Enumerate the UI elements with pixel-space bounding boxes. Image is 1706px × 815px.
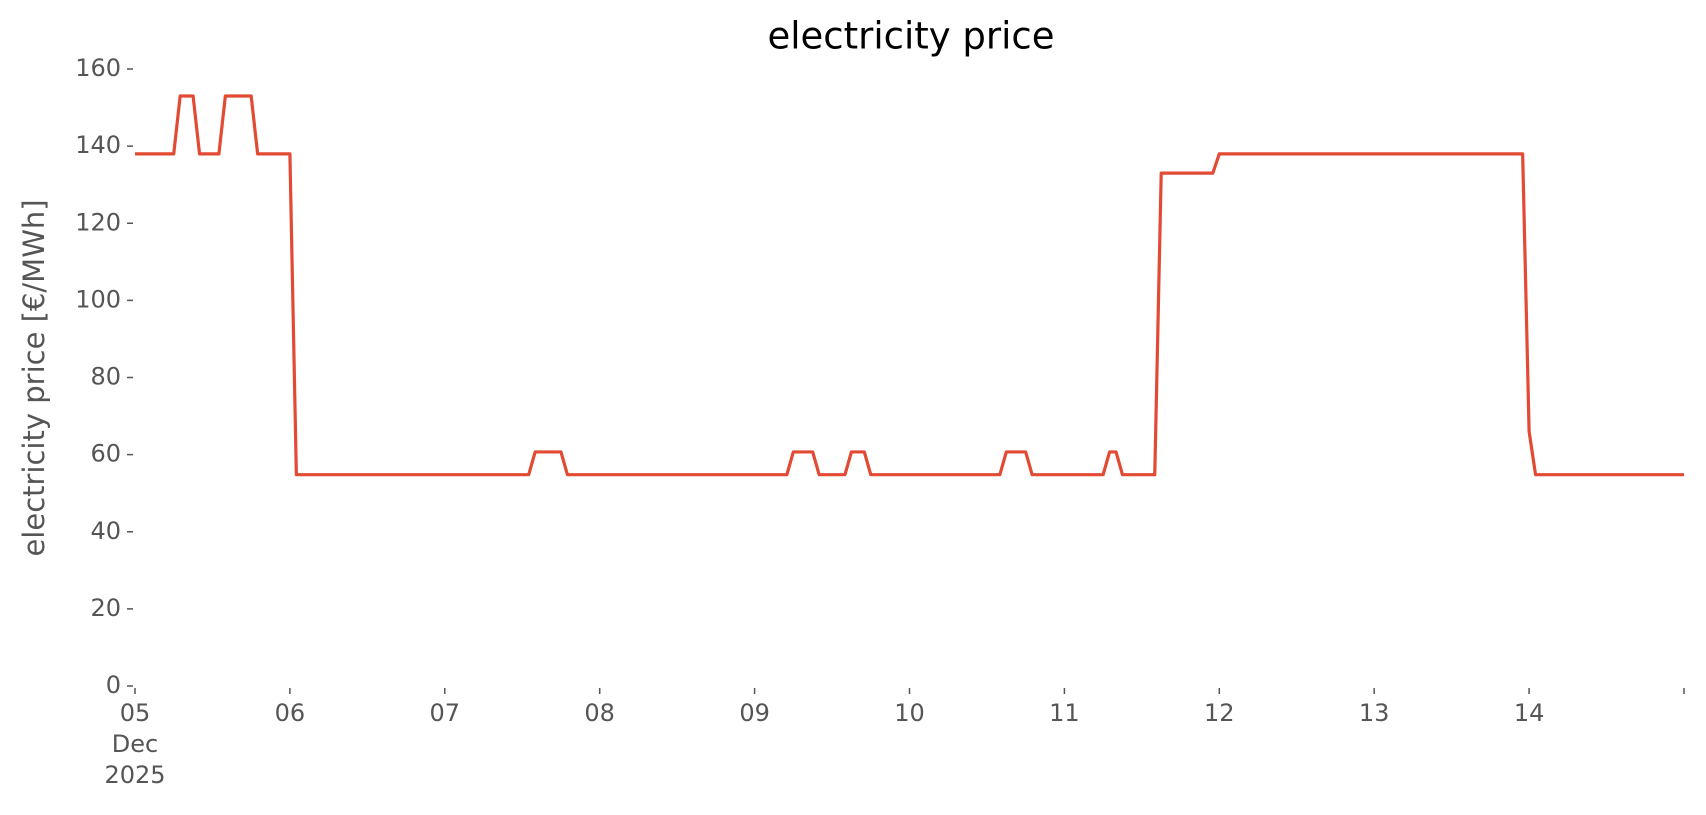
y-tick-label: 160 bbox=[75, 54, 121, 82]
y-tick-label: 60 bbox=[90, 440, 121, 468]
x-tick-label: 09 bbox=[739, 699, 770, 727]
y-tick-label: 100 bbox=[75, 285, 121, 313]
x-tick-label: 11 bbox=[1049, 699, 1080, 727]
y-tick-label: 40 bbox=[90, 517, 121, 545]
x-tick-label: 10 bbox=[894, 699, 925, 727]
y-tick-label: 20 bbox=[90, 594, 121, 622]
price-line bbox=[135, 94, 1684, 477]
y-tick-label: 140 bbox=[75, 131, 121, 159]
y-tick-label: 80 bbox=[90, 363, 121, 391]
chart-title: electricity price bbox=[767, 15, 1054, 58]
x-tick-label: 13 bbox=[1358, 699, 1390, 727]
x-tick-label: 06 bbox=[274, 699, 306, 727]
x-tick-label: 07 bbox=[429, 699, 461, 727]
x-tick-label: 08 bbox=[584, 699, 615, 727]
y-tick-label: 0 bbox=[106, 671, 121, 699]
x-tick-label: 12 bbox=[1204, 699, 1235, 727]
x-tick-label: 14 bbox=[1513, 699, 1545, 727]
y-tick-label: 120 bbox=[75, 208, 121, 236]
x-tick-label: 05 Dec 2025 bbox=[104, 699, 166, 789]
y-axis-label: electricity price [€/MWh] bbox=[17, 199, 51, 556]
